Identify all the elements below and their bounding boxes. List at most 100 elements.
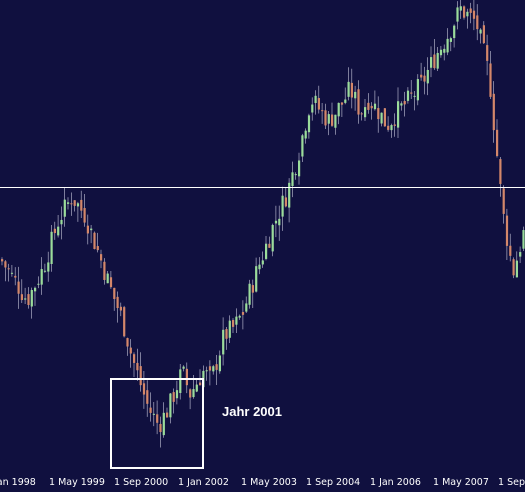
candle-body xyxy=(515,260,518,278)
candle-body xyxy=(354,91,357,99)
candle-body xyxy=(271,224,274,252)
candle-body xyxy=(397,101,400,128)
candle-body xyxy=(7,268,10,270)
candle-body xyxy=(340,102,344,105)
candle-body xyxy=(149,407,152,413)
x-tick-label: Jan 1998 xyxy=(0,477,36,488)
candle-body xyxy=(370,105,373,109)
candle-body xyxy=(106,273,109,284)
x-tick-label: 1 Sep 2000 xyxy=(114,477,168,488)
candle-body xyxy=(222,329,225,355)
candle-body xyxy=(291,172,294,187)
candle-body xyxy=(278,218,281,226)
candle-body xyxy=(47,262,50,272)
x-tick-label: 1 May 1999 xyxy=(49,477,105,488)
candle-body xyxy=(390,125,393,131)
candle-body xyxy=(228,320,231,338)
candle-body xyxy=(113,287,116,299)
candle-body xyxy=(416,79,419,101)
candle-body xyxy=(331,114,334,126)
candle-body xyxy=(423,75,426,82)
candle-body xyxy=(76,203,80,207)
candle-body xyxy=(100,254,103,261)
candle-body xyxy=(37,283,40,285)
candle-body xyxy=(387,125,390,130)
candle-body xyxy=(126,338,129,347)
candle-body xyxy=(67,202,70,204)
candle-body xyxy=(357,89,360,115)
candle-body xyxy=(489,63,492,97)
candle-body xyxy=(63,199,66,217)
candle-body xyxy=(265,243,268,259)
candle-body xyxy=(519,252,522,257)
candle-body xyxy=(1,259,4,262)
candle-body xyxy=(175,390,179,399)
candle-body xyxy=(169,393,172,418)
candle-body xyxy=(162,412,165,436)
candle-body xyxy=(420,74,423,78)
candle-body xyxy=(301,135,304,157)
x-tick-label: 1 May 2007 xyxy=(433,477,489,488)
candle-body xyxy=(248,283,251,305)
x-tick-label: 1 Jan 2006 xyxy=(370,477,421,488)
candle-body xyxy=(225,329,228,339)
candle-body xyxy=(492,93,495,131)
candle-body xyxy=(377,108,380,120)
candle-body xyxy=(298,160,301,177)
candle-body xyxy=(364,107,367,118)
candle-body xyxy=(30,289,33,307)
candle-body xyxy=(24,298,27,300)
candle-body xyxy=(103,261,106,280)
candle-body xyxy=(261,260,264,265)
candle-body xyxy=(436,52,439,69)
candle-body xyxy=(433,54,436,69)
candle-body xyxy=(185,368,188,386)
candle-body xyxy=(453,25,456,39)
candle-body xyxy=(403,100,406,105)
candle-body xyxy=(34,287,37,292)
candle-body xyxy=(60,219,63,225)
candle-body xyxy=(136,362,139,371)
candle-body xyxy=(383,108,386,127)
candle-body xyxy=(208,366,212,371)
candle-body xyxy=(380,112,383,124)
candle-body xyxy=(241,312,245,315)
candle-body xyxy=(235,316,238,325)
candle-body xyxy=(159,423,162,433)
candle-body xyxy=(83,208,86,223)
candle-body xyxy=(27,294,30,305)
candle-body xyxy=(430,57,433,68)
candle-body xyxy=(463,6,466,18)
candle-body xyxy=(344,99,347,103)
candle-body xyxy=(449,38,452,42)
candles xyxy=(1,0,525,448)
candle-body xyxy=(476,15,479,30)
candle-body xyxy=(505,215,509,246)
candle-body xyxy=(426,69,429,84)
candle-body xyxy=(17,281,20,294)
candle-body xyxy=(324,110,327,126)
candle-body xyxy=(522,230,525,249)
candle-body xyxy=(172,392,175,402)
candle-body xyxy=(373,103,377,110)
candle-body xyxy=(86,225,89,234)
candle-body xyxy=(360,113,363,115)
candle-body xyxy=(294,174,297,176)
candle-body xyxy=(199,382,202,386)
candle-body xyxy=(350,82,353,98)
candle-body xyxy=(238,315,241,318)
candle-body xyxy=(182,366,185,369)
candle-body xyxy=(218,355,221,372)
x-tick-label: 1 May 2003 xyxy=(241,477,297,488)
candle-body xyxy=(311,104,314,113)
candle-body xyxy=(133,354,136,363)
candle-body xyxy=(212,366,215,372)
candle-body xyxy=(258,264,261,270)
candle-body xyxy=(472,10,476,19)
year-2001-annotation: Jahr 2001 xyxy=(222,404,282,419)
candle-body xyxy=(73,200,76,206)
candle-body xyxy=(146,390,149,404)
candle-body xyxy=(14,275,17,278)
x-axis: Jan 1998 1 May 1999 1 Sep 2000 1 Jan 200… xyxy=(0,470,525,488)
